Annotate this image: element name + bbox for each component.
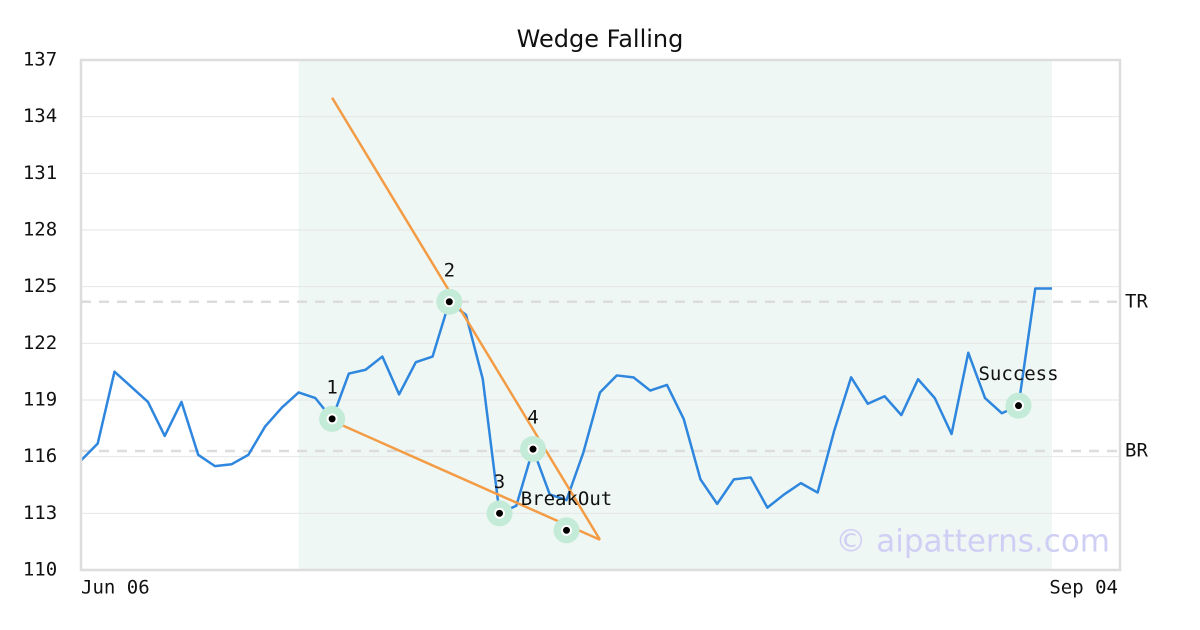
y-tick-label: 125 [23, 275, 57, 297]
reference-label: BR [1125, 440, 1148, 462]
y-tick-label: 137 [23, 49, 57, 71]
marker-label: 1 [326, 376, 337, 398]
y-tick-label: 122 [23, 332, 57, 354]
price-line [80, 287, 1052, 515]
y-tick-label: 134 [23, 105, 57, 127]
marker-dot [494, 507, 506, 519]
marker-dot [443, 296, 455, 308]
marker-label: 3 [494, 471, 505, 493]
watermark: © aipatterns.com [835, 524, 1110, 560]
marker-label: BreakOut [521, 488, 613, 510]
marker-dot [1013, 400, 1025, 412]
x-tick-label: Jun 06 [81, 577, 150, 599]
y-tick-label: 131 [23, 162, 57, 184]
y-tick-label: 128 [23, 219, 57, 241]
y-tick-label: 119 [23, 389, 57, 411]
trendline [331, 97, 602, 541]
marker-dot [527, 443, 539, 455]
marker-label: Success [978, 363, 1058, 385]
marker-dot [561, 524, 572, 536]
y-tick-label: 116 [23, 445, 57, 467]
y-tick-label: 113 [23, 502, 57, 524]
plot-frame [79, 58, 1122, 572]
pattern-region [298, 60, 1052, 570]
trendline [331, 419, 601, 541]
chart-title: Wedge Falling [517, 25, 684, 53]
marker-label: 4 [527, 407, 538, 429]
y-tick-label: 110 [23, 559, 57, 581]
x-tick-label: Sep 04 [1049, 577, 1118, 599]
reference-label: TR [1125, 290, 1148, 312]
marker-dot [326, 413, 338, 425]
marker-label: 2 [444, 259, 455, 281]
